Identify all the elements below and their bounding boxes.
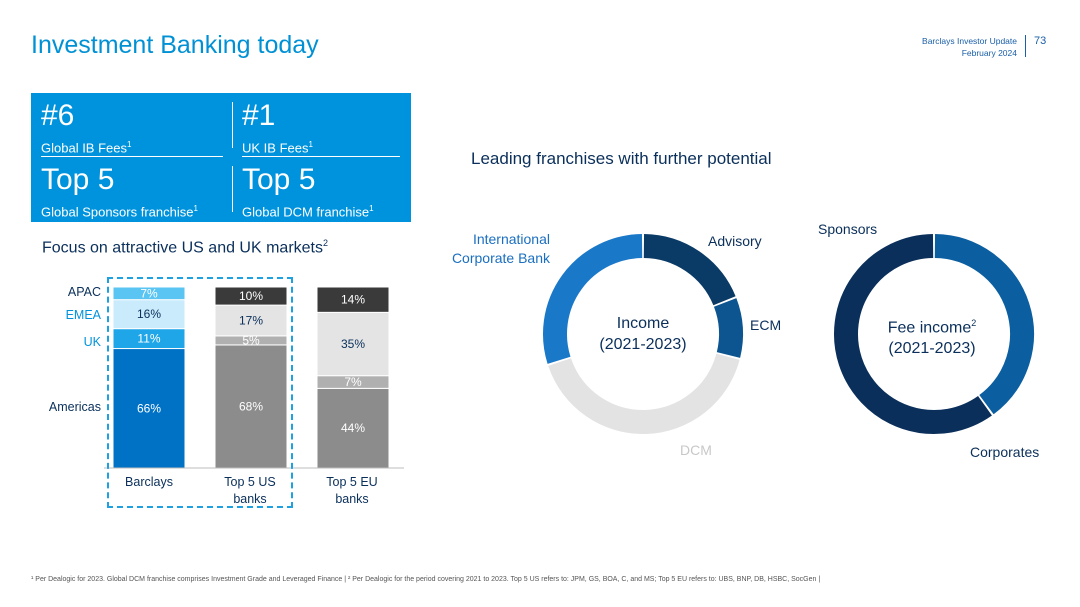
ranking-label-text: Global DCM franchise [242, 204, 370, 220]
bar-data-label: 7% [140, 286, 158, 300]
donut-label-icb: International Corporate Bank [451, 231, 550, 266]
ranking-label-text: Global Sponsors franchise [41, 204, 194, 220]
ranking-global-sponsors: Top 5 Global Sponsors franchise1 [41, 163, 198, 220]
document-info: Barclays Investor Update February 2024 [922, 35, 1017, 59]
bar-data-label: 44% [341, 421, 365, 435]
x-tick-label: Top 5 US banks [224, 475, 276, 506]
x-tick-label: Barclays [125, 475, 173, 489]
document-name: Barclays Investor Update [922, 36, 1017, 46]
rankings-divider [232, 102, 233, 148]
ranking-value: Top 5 [41, 163, 115, 196]
donut-center-title-text: Fee income [887, 319, 972, 337]
bar-segment-emea [316, 311, 390, 377]
document-date: February 2024 [961, 48, 1017, 58]
donut-label-advisory: Advisory [708, 233, 762, 249]
income-donut-slice-advisory [643, 234, 736, 306]
rankings-divider [232, 166, 233, 212]
bar-segment-emea [214, 304, 288, 337]
ranking-value: #6 [41, 99, 75, 132]
bar-chart-title: Focus on attractive US and UK markets2 [42, 238, 328, 257]
bar-data-label: 14% [341, 293, 365, 307]
bar-data-label: 10% [239, 289, 263, 303]
donut-center-period: (2021-2023) [599, 336, 687, 353]
bar-data-label: 35% [341, 337, 365, 351]
bar-segment-apac [316, 286, 390, 313]
bar-segment-americas [214, 344, 288, 469]
donut-center-period: (2021-2023) [888, 340, 976, 358]
ranking-label: UK IB Fees1 [242, 137, 313, 156]
rankings-box: #6 Global IB Fees1 #1 UK IB Fees1 Top 5 … [31, 93, 411, 222]
bar-segment-americas [316, 387, 390, 469]
bar-data-label: 16% [137, 307, 161, 321]
donut-label-dcm: DCM [680, 442, 712, 458]
donut-center-title: Fee income2 [862, 313, 1002, 338]
bar-data-label: 5% [242, 333, 260, 347]
page-number: 73 [1034, 35, 1047, 47]
bar-data-label: 7% [344, 375, 362, 389]
bar-data-label: 66% [137, 401, 161, 415]
footnote-ref: 1 [308, 140, 313, 149]
legend-apac: APAC [67, 285, 101, 299]
page-title: Investment Banking today [31, 31, 319, 59]
ranking-label: Global IB Fees1 [41, 137, 131, 156]
header-divider [1025, 35, 1026, 57]
rankings-divider [242, 156, 400, 157]
ranking-label: Global DCM franchise1 [242, 201, 374, 220]
donut-section-title: Leading franchises with further potentia… [471, 149, 772, 168]
ranking-value: Top 5 [242, 163, 316, 196]
bar-segment-apac [214, 286, 288, 306]
donut-label-corporates: Corporates [970, 444, 1040, 460]
donut-center-title: Income [616, 315, 670, 332]
bar-segment-emea [112, 299, 186, 330]
donut-label-sponsors: Sponsors [818, 221, 878, 237]
bar-chart-title-text: Focus on attractive US and UK markets [42, 239, 323, 257]
income-donut-slice-ecm [713, 298, 743, 358]
bar-segment-americas [112, 348, 186, 469]
income-donut-center: Income (2021-2023) [573, 313, 713, 355]
footnote-ref: 1 [127, 140, 132, 149]
legend-americas: Americas [48, 400, 101, 414]
footnote-ref: 2 [971, 318, 977, 328]
fee-donut-slice-sponsors [934, 234, 1034, 415]
ranking-global-ib-fees: #6 Global IB Fees1 [41, 99, 131, 156]
footnote-ref: 1 [369, 204, 374, 213]
ranking-uk-ib-fees: #1 UK IB Fees1 [242, 99, 313, 156]
legend-uk: UK [83, 335, 101, 349]
income-donut-slice-dcm [548, 353, 740, 434]
ranking-value: #1 [242, 99, 276, 132]
legend-emea: EMEA [65, 308, 101, 322]
bar-segment-apac [112, 286, 186, 301]
barclays-highlight-box [107, 277, 293, 508]
donut-label-ecm: ECM [750, 317, 782, 333]
footnote-ref: 2 [323, 238, 329, 248]
ranking-label-text: UK IB Fees [242, 140, 309, 156]
bar-data-label: 68% [239, 399, 263, 413]
bar-data-label: 17% [239, 313, 263, 327]
x-tick-label: Top 5 EU banks [326, 475, 378, 506]
footnotes: ¹ Per Dealogic for 2023. Global DCM fran… [31, 576, 821, 583]
footnote-ref: 1 [193, 204, 198, 213]
bar-data-label: 11% [137, 332, 160, 346]
ranking-label-text: Global IB Fees [41, 140, 127, 156]
ranking-label: Global Sponsors franchise1 [41, 201, 198, 220]
income-donut-slice-international-corporate-bank [543, 234, 643, 364]
fee-donut-center: Fee income2 (2021-2023) [862, 313, 1002, 359]
ranking-global-dcm: Top 5 Global DCM franchise1 [242, 163, 374, 220]
fee-donut-slice-corporates [834, 234, 992, 434]
rankings-divider [41, 156, 223, 157]
